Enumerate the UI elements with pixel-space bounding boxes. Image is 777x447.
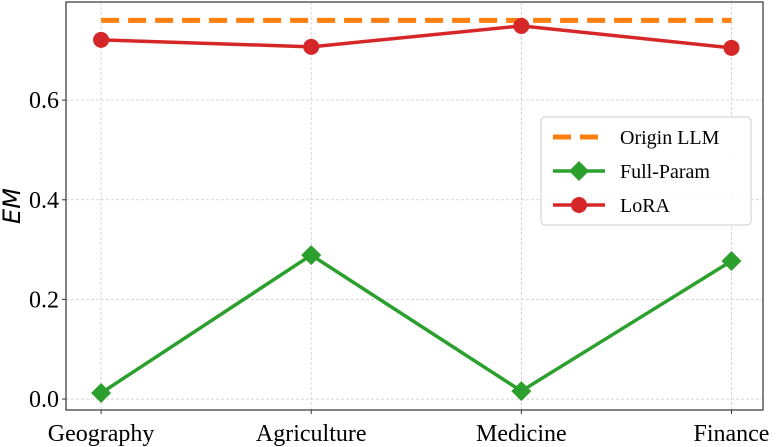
- legend-label: Origin LLM: [620, 127, 720, 149]
- data-point-circle: [513, 17, 530, 34]
- series-lora: [93, 17, 740, 56]
- data-point-diamond: [301, 245, 322, 266]
- y-axis-label: EM: [0, 188, 26, 224]
- legend-box: [540, 116, 752, 226]
- legend: Origin LLM Full-Param LoRA: [540, 116, 752, 226]
- data-point-circle: [303, 38, 320, 55]
- axes: 0.0 0.2 0.4 0.6 Geography Agriculture Medicine…: [29, 88, 769, 447]
- y-tick-label: 0.2: [29, 287, 59, 313]
- plot-frame: [65, 1, 764, 411]
- legend-marker-diamond: [569, 161, 589, 181]
- series-line: [100, 252, 733, 395]
- legend-label: Full-Param: [620, 161, 710, 183]
- series-layer: [91, 17, 742, 404]
- data-point-circle: [723, 39, 740, 56]
- x-tick-label: Finance: [693, 421, 769, 447]
- series-full-param: [91, 245, 742, 404]
- y-tick-label: 0.6: [29, 88, 59, 114]
- data-point-circle: [93, 31, 110, 48]
- x-tick-label: Geography: [48, 421, 155, 447]
- x-tick-label: Agriculture: [256, 421, 367, 447]
- data-point-diamond: [511, 381, 532, 402]
- legend-marker-circle: [571, 197, 587, 213]
- data-point-diamond: [91, 383, 112, 404]
- y-tick-label: 0.4: [29, 188, 59, 214]
- x-tick-label: Medicine: [476, 421, 567, 447]
- legend-label: LoRA: [620, 195, 671, 217]
- series-line: [101, 24, 732, 50]
- y-tick-label: 0.0: [29, 387, 59, 413]
- data-point-diamond: [721, 251, 742, 272]
